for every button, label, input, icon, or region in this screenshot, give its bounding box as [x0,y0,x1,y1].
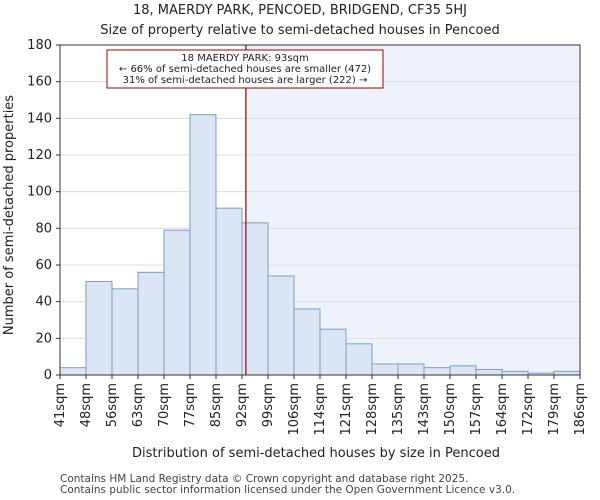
x-tick-label: 106sqm [287,383,302,436]
x-tick-label: 135sqm [391,383,406,436]
bar-157sqm [475,369,503,376]
x-tick-label: 99sqm [261,383,276,427]
y-tick-label: 80 [35,221,52,236]
x-tick-label: 92sqm [235,383,250,427]
bar-70sqm [163,229,191,376]
y-tick-label: 40 [35,295,52,310]
bar-179sqm [553,370,581,376]
x-tick-label: 164sqm [495,383,510,436]
bar-99sqm [267,275,295,376]
x-tick-label: 128sqm [365,383,380,436]
y-tick-label: 120 [27,148,52,163]
chart-title-line2: Size of property relative to semi-detach… [100,23,500,38]
y-tick-label: 160 [27,75,52,90]
bar-121sqm [345,343,373,376]
annotation-box [106,49,384,89]
annotation-line2: ← 66% of semi-detached houses are smalle… [119,64,371,75]
y-tick-label: 140 [27,111,52,126]
y-tick-label: 180 [27,38,52,53]
y-axis-label: Number of semi-detached properties [2,95,17,335]
annotation-line1: 18 MAERDY PARK: 93sqm [181,53,308,64]
footer-line2: Contains public sector information licen… [60,484,516,496]
x-tick-label: 85sqm [209,383,224,427]
x-tick-label: 77sqm [183,383,198,427]
annotation-line3: 31% of semi-detached houses are larger (… [123,75,368,86]
bar-48sqm [85,281,113,376]
bar-77sqm [189,114,217,376]
y-tick-label: 60 [35,258,52,273]
x-tick-label: 143sqm [417,383,432,436]
bar-128sqm [371,363,399,376]
bar-150sqm [449,365,477,376]
chart-title-line1: 18, MAERDY PARK, PENCOED, BRIDGEND, CF35… [133,3,467,18]
x-tick-label: 56sqm [105,383,120,427]
bar-85sqm [215,207,243,376]
y-tick-label: 100 [27,185,52,200]
x-tick-label: 172sqm [521,383,536,436]
x-tick-label: 186sqm [573,383,588,436]
footer-line1: Contains HM Land Registry data © Crown c… [60,473,469,485]
bar-41sqm [59,367,87,376]
bar-56sqm [111,288,139,376]
bar-143sqm [423,367,451,376]
x-tick-label: 41sqm [53,383,68,427]
x-tick-label: 63sqm [131,383,146,427]
bar-114sqm [319,328,347,376]
x-tick-label: 157sqm [469,383,484,436]
y-tick-label: 0 [44,368,52,383]
bar-164sqm [501,370,529,376]
x-tick-label: 114sqm [313,383,328,436]
x-axis-label: Distribution of semi-detached houses by … [132,446,500,461]
x-tick-label: 121sqm [339,383,354,436]
x-tick-label: 48sqm [79,383,94,427]
bar-63sqm [137,271,165,376]
x-tick-label: 70sqm [157,383,172,427]
bar-135sqm [397,363,425,376]
bar-106sqm [293,308,321,376]
x-tick-label: 150sqm [443,383,458,436]
x-tick-label: 179sqm [547,383,562,436]
y-tick-label: 20 [35,331,52,346]
